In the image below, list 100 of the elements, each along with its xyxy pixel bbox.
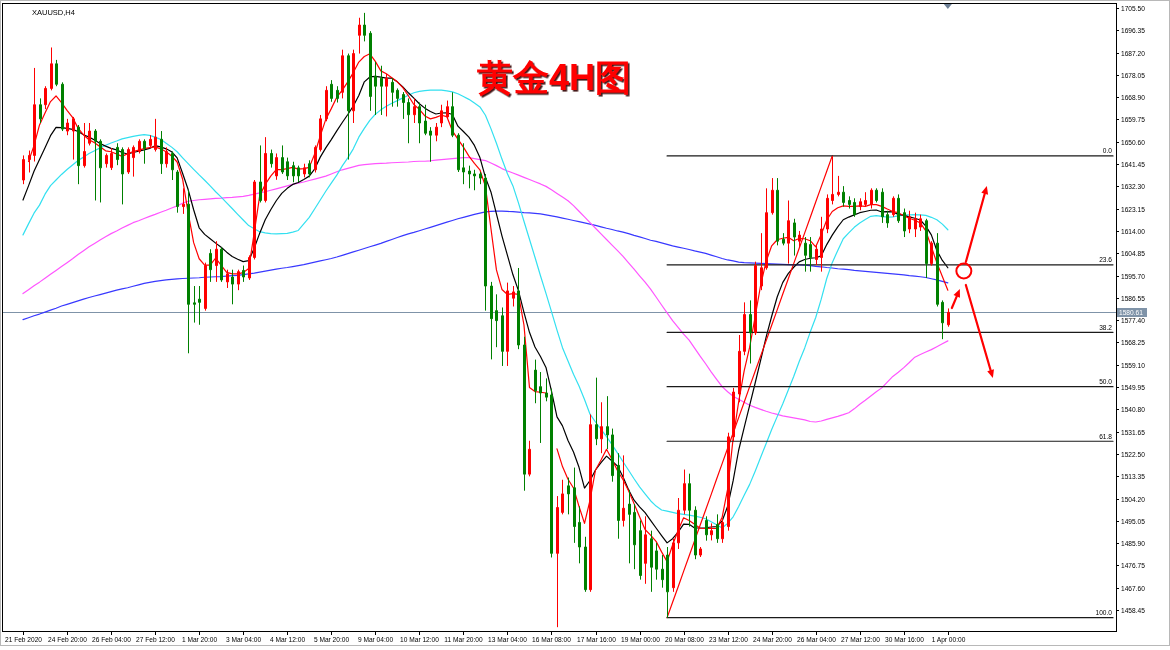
candlestick [721,518,724,544]
candlestick [303,163,306,178]
candlestick [859,197,862,211]
candlestick [171,151,174,181]
candlestick [264,136,267,203]
candlestick [886,210,889,229]
candlestick [259,144,262,203]
candlestick [402,91,405,120]
candlestick [127,146,130,175]
candlestick [567,477,570,515]
candlestick [116,142,119,166]
text: 黄金4H图 [476,57,632,98]
candlestick [809,236,812,273]
candlestick [870,187,873,210]
candlestick [270,149,273,169]
candlestick [633,503,636,570]
candlestick [462,142,465,185]
candlestick [33,67,36,163]
candlestick [765,187,768,271]
candlestick [528,440,531,477]
candlestick [83,122,86,169]
candlestick [314,144,317,173]
candlestick [793,218,796,257]
candlestick [842,185,845,208]
candlestick [947,307,950,328]
candlestick [864,191,867,208]
candlestick [226,269,229,289]
candlestick [281,144,284,175]
candlestick [330,79,333,103]
candlestick [336,85,339,104]
candlestick [683,469,686,515]
candlestick [479,171,482,185]
candlestick [39,97,42,124]
line-series [22,210,949,321]
candlestick [248,254,251,281]
candlestick [473,169,476,191]
candlestick [699,546,702,558]
candlestick [517,267,520,350]
candlestick [936,232,939,307]
line-series [22,157,949,423]
candlestick [391,77,394,108]
candlestick [550,388,553,558]
candlestick [628,489,631,564]
candlestick [650,530,653,593]
candlestick [738,334,741,403]
candlestick [380,65,383,116]
candlestick [413,97,416,124]
candlestick [22,154,25,185]
candlestick [666,546,669,619]
candlestick [881,187,884,224]
candlestick [925,218,928,279]
candlestick [209,248,212,283]
candlestick [99,138,102,203]
candlestick [787,200,790,265]
candlestick [275,152,278,181]
candlestick [160,130,163,175]
candlestick [688,473,691,528]
candlestick [600,401,603,454]
candlestick [512,285,515,307]
candlestick [132,144,135,178]
candlestick [556,495,559,628]
candlestick [50,46,53,91]
candlestick [347,53,350,161]
candlestick [149,134,152,148]
candlestick [694,505,697,560]
candlestick [903,208,906,238]
candlestick [418,102,421,144]
candlestick [220,246,223,283]
candlestick [495,293,498,348]
candlestick [743,301,746,356]
candlestick [237,269,240,291]
candlestick [297,165,300,183]
candlestick [319,114,322,153]
candlestick [611,428,614,483]
candlestick [286,157,289,181]
candlestick [358,17,361,55]
candlestick [732,387,735,442]
candlestick [363,12,366,42]
candlestick [193,285,196,324]
candlestick [187,189,190,354]
candlestick [639,519,642,581]
candlestick [72,116,75,161]
candlestick [451,91,454,138]
candlestick [782,232,785,246]
candlestick [143,138,146,165]
candlestick [374,61,377,116]
candlestick [121,146,124,205]
candlestick [407,97,410,144]
candlestick [490,281,493,360]
candlestick [941,299,944,340]
candlestick [875,187,878,203]
candlestick [523,336,526,492]
candlestick [716,513,719,544]
candlestick [908,210,911,234]
candlestick [242,265,245,283]
candlestick [176,169,179,214]
candlestick [110,147,113,171]
candlestick [61,81,64,132]
candlestick [561,479,564,515]
candlestick [655,542,658,581]
